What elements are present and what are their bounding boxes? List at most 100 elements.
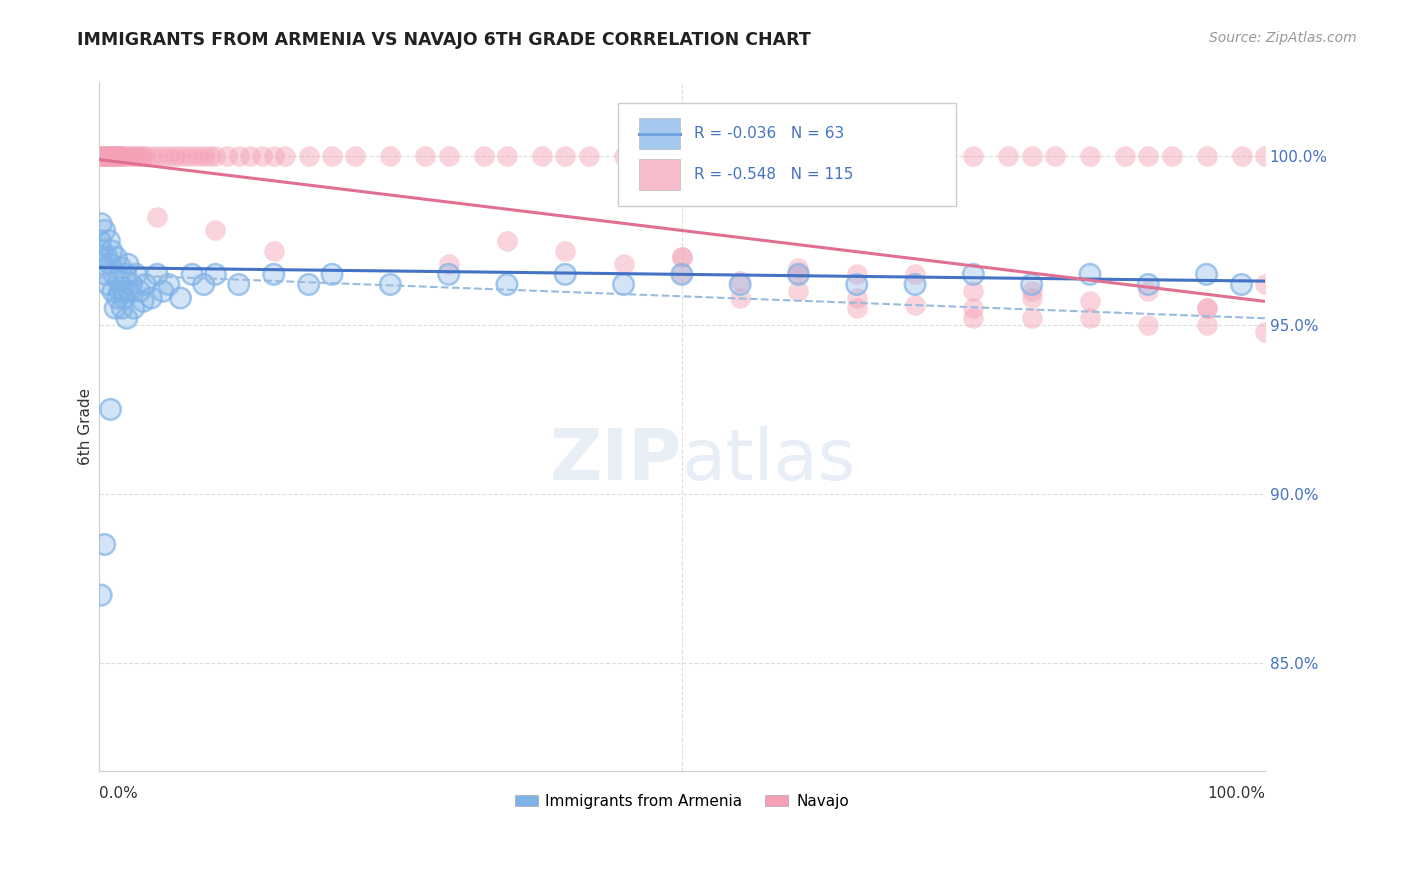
Point	[1137, 149, 1160, 163]
Point	[94, 268, 117, 282]
Point	[93, 223, 115, 237]
Text: ZIP: ZIP	[550, 426, 682, 495]
Point	[132, 294, 155, 309]
Point	[204, 268, 226, 282]
Point	[105, 251, 128, 265]
Point	[114, 291, 136, 305]
FancyBboxPatch shape	[638, 118, 679, 149]
Point	[1021, 277, 1043, 292]
Point	[163, 149, 186, 163]
Point	[763, 149, 786, 163]
Point	[96, 251, 118, 265]
Point	[298, 149, 321, 163]
Point	[174, 149, 197, 163]
Point	[1078, 268, 1101, 282]
Point	[101, 284, 124, 298]
Point	[904, 298, 927, 312]
Point	[152, 284, 174, 298]
Point	[121, 149, 143, 163]
Point	[228, 149, 250, 163]
Point	[101, 284, 124, 298]
Point	[94, 149, 117, 163]
Point	[321, 268, 343, 282]
Point	[89, 234, 111, 248]
Point	[91, 149, 114, 163]
Point	[997, 149, 1019, 163]
Point	[204, 268, 226, 282]
Point	[845, 291, 868, 305]
Point	[671, 268, 693, 282]
Point	[1195, 301, 1218, 315]
Point	[1021, 291, 1043, 305]
Point	[193, 149, 215, 163]
Point	[115, 311, 138, 326]
Point	[111, 149, 134, 163]
Point	[1195, 318, 1218, 332]
Point	[132, 294, 155, 309]
Point	[962, 268, 984, 282]
Point	[110, 149, 132, 163]
Point	[93, 257, 115, 271]
Point	[152, 284, 174, 298]
Point	[97, 277, 120, 292]
Point	[962, 284, 984, 298]
Point	[787, 268, 810, 282]
Point	[100, 244, 122, 258]
Point	[114, 149, 136, 163]
Point	[89, 234, 111, 248]
Point	[1078, 294, 1101, 309]
Point	[1195, 301, 1218, 315]
Point	[157, 149, 180, 163]
Point	[671, 149, 693, 163]
Point	[1021, 284, 1043, 298]
Point	[100, 402, 122, 417]
Point	[845, 301, 868, 315]
Point	[90, 217, 112, 231]
Point	[845, 277, 868, 292]
Point	[787, 260, 810, 275]
Point	[1137, 277, 1160, 292]
Point	[578, 149, 600, 163]
Point	[530, 149, 553, 163]
Point	[1195, 149, 1218, 163]
Point	[107, 149, 129, 163]
Point	[496, 234, 519, 248]
Point	[128, 284, 150, 298]
Point	[114, 268, 136, 282]
Point	[100, 257, 122, 271]
Point	[496, 149, 519, 163]
Point	[1137, 318, 1160, 332]
Point	[321, 149, 343, 163]
Point	[228, 277, 250, 292]
Point	[90, 149, 112, 163]
Point	[904, 277, 927, 292]
Point	[134, 277, 156, 292]
Point	[146, 149, 169, 163]
Point	[437, 268, 460, 282]
Point	[181, 149, 204, 163]
Point	[204, 149, 226, 163]
Point	[93, 149, 115, 163]
Point	[96, 149, 118, 163]
Point	[125, 149, 148, 163]
Point	[728, 277, 751, 292]
Point	[141, 149, 163, 163]
Point	[1078, 311, 1101, 326]
Point	[671, 268, 693, 282]
Point	[107, 291, 129, 305]
Point	[496, 277, 519, 292]
Point	[121, 277, 143, 292]
Point	[111, 301, 134, 315]
Point	[1137, 277, 1160, 292]
Point	[181, 268, 204, 282]
Point	[298, 277, 321, 292]
Point	[962, 311, 984, 326]
Point	[98, 149, 121, 163]
Point	[1021, 311, 1043, 326]
Point	[110, 260, 132, 275]
Point	[128, 284, 150, 298]
Text: Source: ZipAtlas.com: Source: ZipAtlas.com	[1209, 31, 1357, 45]
Point	[1043, 149, 1066, 163]
Point	[117, 257, 139, 271]
Y-axis label: 6th Grade: 6th Grade	[79, 388, 93, 465]
